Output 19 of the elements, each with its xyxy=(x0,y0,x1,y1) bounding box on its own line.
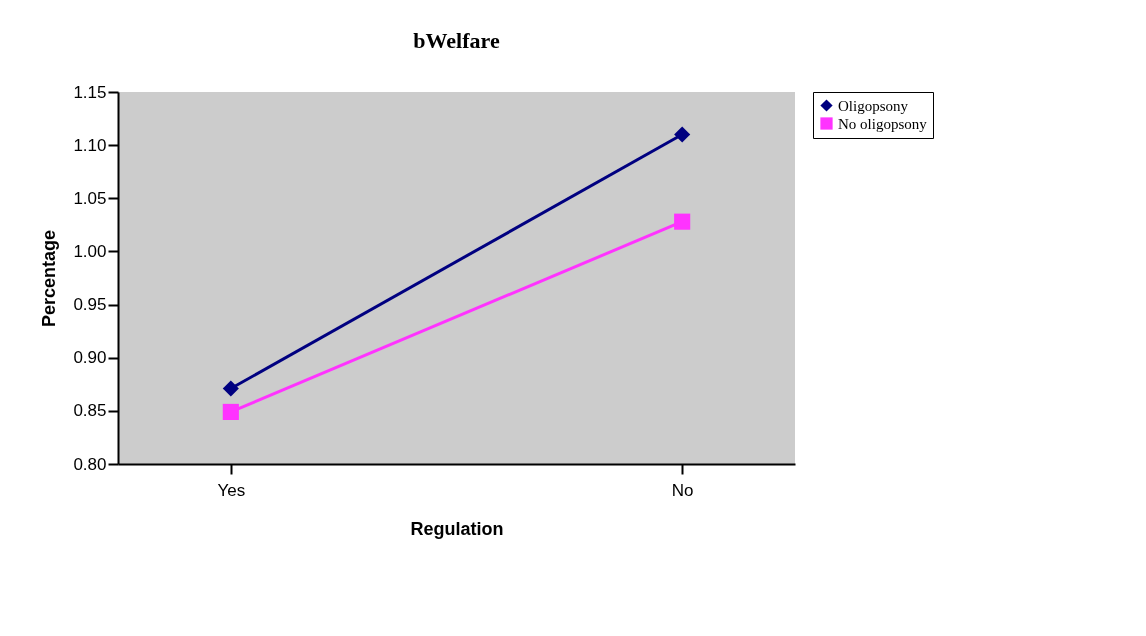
point xyxy=(222,403,239,420)
chart-title: bWelfare xyxy=(413,28,500,53)
point xyxy=(674,213,691,230)
x-tick-label: No xyxy=(671,480,694,500)
y-tick-label: 1.00 xyxy=(73,241,107,261)
y-axis-title: Percentage xyxy=(39,229,60,328)
y-tick-label: 1.15 xyxy=(73,82,107,102)
legend-label: No oligopsony xyxy=(838,115,928,132)
y-tick-label: 0.90 xyxy=(73,348,107,368)
y-tick-label: 0.80 xyxy=(73,454,107,474)
x-tick-label: Yes xyxy=(217,480,246,500)
y-tick-label: 0.85 xyxy=(73,401,107,421)
point xyxy=(674,126,691,143)
legend-label: Oligopsony xyxy=(838,97,909,114)
point xyxy=(222,380,239,397)
y-tick-label: 1.10 xyxy=(73,135,107,155)
y-tick-label: 0.95 xyxy=(73,295,107,315)
x-axis-title: Regulation xyxy=(410,518,504,539)
y-tick-label: 1.05 xyxy=(73,188,107,208)
